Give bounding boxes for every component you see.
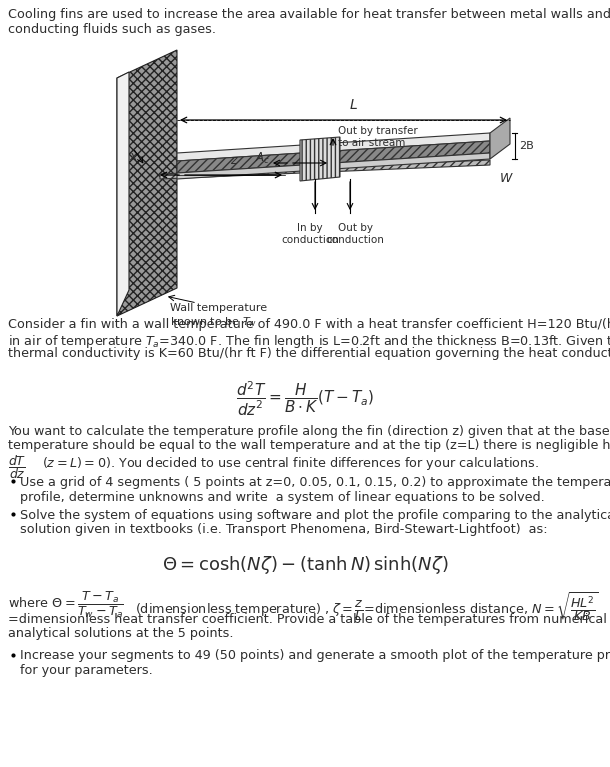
Polygon shape [117, 50, 177, 316]
Text: temperature should be equal to the wall temperature and at the tip (z=L) there i: temperature should be equal to the wall … [8, 439, 610, 452]
Text: Use a grid of 4 segments ( 5 points at z=0, 0.05, 0.1, 0.15, 0.2) to approximate: Use a grid of 4 segments ( 5 points at z… [20, 476, 610, 489]
Text: x: x [129, 150, 137, 163]
Polygon shape [177, 133, 490, 161]
Text: thermal conductivity is K=60 Btu/(hr ft F) the differential equation governing t: thermal conductivity is K=60 Btu/(hr ft … [8, 347, 610, 360]
Polygon shape [300, 137, 340, 181]
Polygon shape [117, 72, 129, 316]
Text: In by
conduction: In by conduction [281, 223, 339, 245]
Text: Out by
conduction: Out by conduction [326, 223, 384, 245]
Text: in air of temperature $T_a$=340.0 F. The fin length is L=0.2ft and the thickness: in air of temperature $T_a$=340.0 F. The… [8, 333, 610, 350]
Text: $\dfrac{d^2T}{dz^2} = \dfrac{H}{B \cdot K}(T - T_a)$: $\dfrac{d^2T}{dz^2} = \dfrac{H}{B \cdot … [236, 380, 374, 418]
Text: Out by transfer
to air stream: Out by transfer to air stream [338, 126, 418, 147]
Text: $(z = L) = 0$). You decided to use central finite differences for your calculati: $(z = L) = 0$). You decided to use centr… [42, 456, 539, 472]
Text: $L$: $L$ [349, 98, 358, 112]
Text: analytical solutions at the 5 points.: analytical solutions at the 5 points. [8, 627, 234, 640]
Text: z: z [230, 154, 236, 167]
Text: for your parameters.: for your parameters. [20, 664, 152, 677]
Text: Consider a fin with a wall temperature of 490.0 F with a heat transfer coefficie: Consider a fin with a wall temperature o… [8, 318, 610, 331]
Text: $\dfrac{dT}{dz}$: $\dfrac{dT}{dz}$ [8, 453, 26, 482]
Text: $\Theta = \cosh(N\zeta) - (\tanh N)\,\sinh(N\zeta)$: $\Theta = \cosh(N\zeta) - (\tanh N)\,\si… [162, 554, 448, 576]
Text: solution given in textbooks (i.e. Transport Phenomena, Bird-Stewart-Lightfoot)  : solution given in textbooks (i.e. Transp… [20, 524, 548, 536]
Text: profile, determine unknowns and write  a system of linear equations to be solved: profile, determine unknowns and write a … [20, 491, 545, 503]
Polygon shape [160, 160, 490, 179]
Text: where $\Theta = \dfrac{T-T_a}{T_w-T_a}$: where $\Theta = \dfrac{T-T_a}{T_w-T_a}$ [8, 590, 124, 621]
Text: W: W [500, 172, 512, 185]
Text: =dimensionless heat transfer coefficient. Provide a table of the temperatures fr: =dimensionless heat transfer coefficient… [8, 613, 610, 626]
Text: Increase your segments to 49 (50 points) and generate a smooth plot of the tempe: Increase your segments to 49 (50 points)… [20, 650, 610, 663]
Polygon shape [177, 141, 490, 173]
Text: Cooling fins are used to increase the area available for heat transfer between m: Cooling fins are used to increase the ar… [8, 8, 610, 21]
Polygon shape [490, 118, 510, 159]
Text: Wall temperature
known to be $T_w$: Wall temperature known to be $T_w$ [170, 303, 267, 329]
Text: $A_c$: $A_c$ [256, 150, 271, 166]
Polygon shape [177, 153, 490, 179]
Text: Solve the system of equations using software and plot the profile comparing to t: Solve the system of equations using soft… [20, 509, 610, 522]
Text: You want to calculate the temperature profile along the fin (direction z) given : You want to calculate the temperature pr… [8, 424, 610, 437]
Text: (dimensionless temperature) , $\zeta = \dfrac{z}{L}$=dimensionless distance, $N : (dimensionless temperature) , $\zeta = \… [135, 591, 599, 624]
Text: conducting fluids such as gases.: conducting fluids such as gases. [8, 22, 216, 35]
Text: 2B: 2B [519, 141, 534, 151]
